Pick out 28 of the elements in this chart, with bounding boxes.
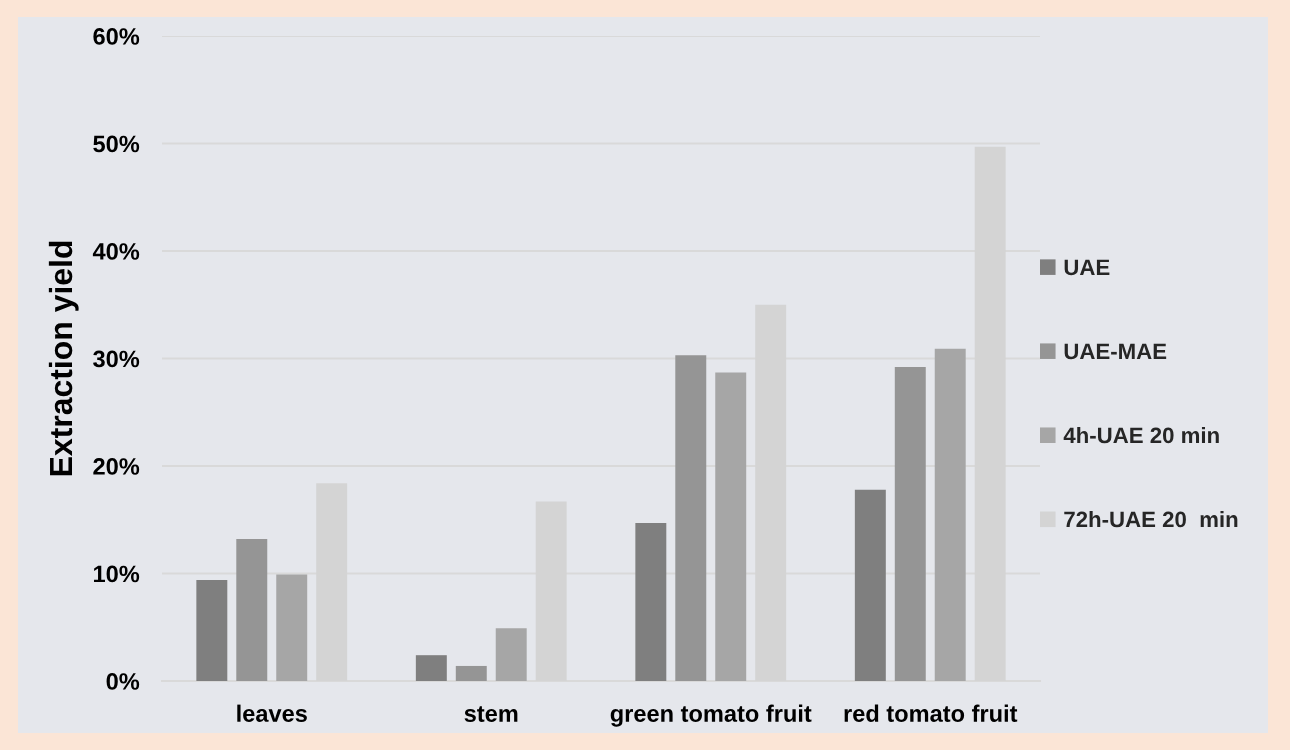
legend-label: UAE-MAE — [1064, 343, 1167, 360]
bar — [715, 372, 747, 681]
bar — [675, 355, 707, 681]
bar — [415, 655, 447, 681]
x-tick-label: green tomato fruit — [610, 704, 812, 727]
bar — [236, 539, 268, 681]
y-tick-label: 40% — [92, 243, 140, 260]
x-tick-label: red tomato fruit — [844, 704, 1018, 722]
y-tick-label: 60% — [93, 28, 140, 45]
y-tick-label: 20% — [93, 458, 140, 475]
legend-label: 4h-UAE 20 min — [1063, 426, 1219, 444]
bar — [854, 489, 886, 681]
y-tick-label: 50% — [93, 135, 140, 153]
legend-label: 72h-UAE 20 min — [1064, 510, 1238, 528]
y-tick-label: 0% — [106, 673, 140, 690]
bar — [635, 522, 667, 681]
bar — [196, 579, 228, 681]
legend-label: UAE — [1064, 259, 1110, 276]
y-tick-label: 30% — [93, 350, 140, 368]
y-axis-title: Extraction yield — [48, 241, 79, 476]
bar — [934, 348, 966, 681]
bar — [495, 628, 527, 681]
y-tick-label: 10% — [94, 565, 140, 583]
x-tick-label: leaves — [237, 704, 307, 722]
bar — [455, 665, 487, 681]
bar — [894, 367, 926, 681]
bar — [276, 574, 308, 681]
x-tick-label: stem — [464, 706, 518, 722]
